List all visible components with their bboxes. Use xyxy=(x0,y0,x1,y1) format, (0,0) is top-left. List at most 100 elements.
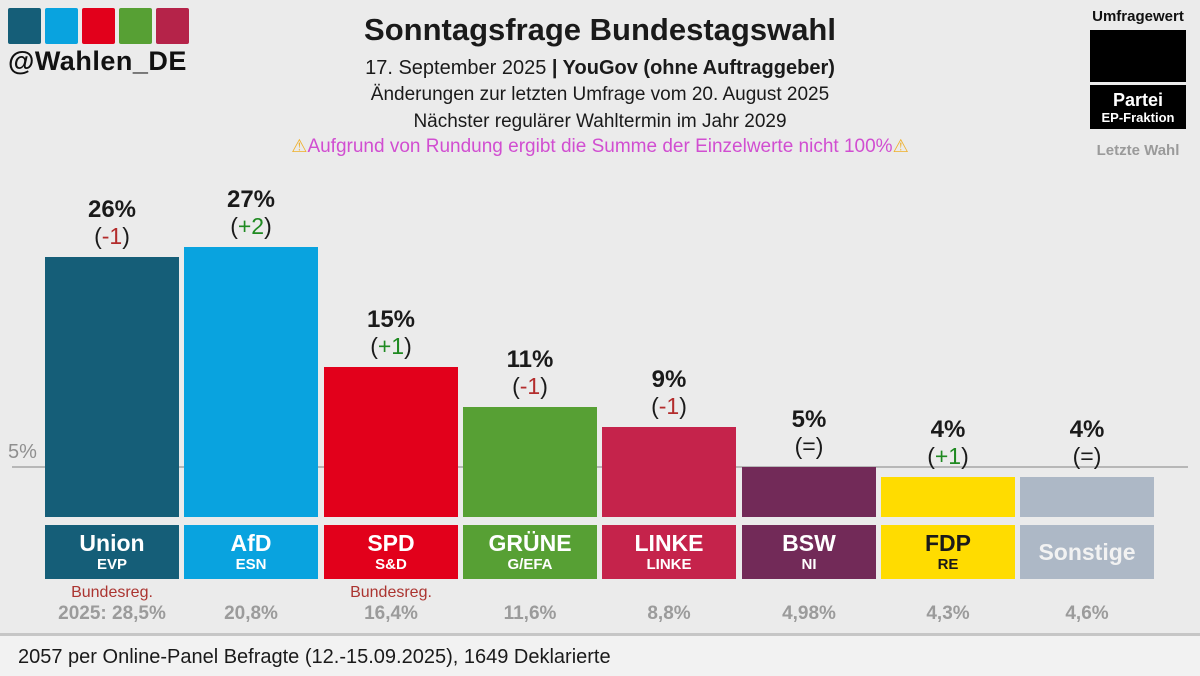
change-value: = xyxy=(1080,443,1094,469)
bar-fdp xyxy=(881,477,1015,517)
bar-percent-label: 9% xyxy=(651,366,687,393)
ep-fraction-name: ESN xyxy=(235,556,267,573)
bar-change-label: (+1) xyxy=(927,443,969,469)
subtitle-source: | YouGov (ohne Auftraggeber) xyxy=(551,57,835,79)
last-election-result: 8,8% xyxy=(647,603,691,624)
legend-party-label: Partei xyxy=(1112,89,1164,110)
party-label-box-sonstige: Sonstige xyxy=(1020,525,1154,579)
last-election-result: 16,4% xyxy=(364,603,418,624)
change-value: +2 xyxy=(237,213,265,239)
party-name: Union xyxy=(79,530,145,556)
logo-color-square xyxy=(119,8,152,44)
bar-value-labels-grüne: 11% (-1) xyxy=(440,346,620,400)
last-election-result: 2025: 28,5% xyxy=(58,603,166,624)
party-label-box-linke: LINKE LINKE xyxy=(602,525,736,579)
logo-color-square xyxy=(156,8,189,44)
ep-fraction-name: EVP xyxy=(96,556,127,573)
subtitle-date-source: 17. September 2025 | YouGov (ohne Auftra… xyxy=(180,57,1020,80)
bar-sonstige xyxy=(1020,477,1154,517)
party-name: GRÜNE xyxy=(488,530,572,556)
bar-change-label: (-1) xyxy=(512,373,548,399)
last-election-result: 20,8% xyxy=(224,603,278,624)
ep-fraction-name: G/EFA xyxy=(507,556,553,573)
bar-percent-label: 4% xyxy=(930,416,966,443)
warning-text: Aufgrund von Rundung ergibt die Summe de… xyxy=(307,136,893,157)
ep-fraction-name: RE xyxy=(937,556,959,573)
party-label-box-spd: SPD S&D xyxy=(324,525,458,579)
legend-umfragewert-label: Umfragewert xyxy=(1092,8,1184,25)
page-title: Sonntagsfrage Bundestagswahl xyxy=(364,12,836,47)
last-election-result: 4,6% xyxy=(1065,603,1109,624)
bar-afd xyxy=(184,247,318,517)
bar-value-labels-afd: 27% (+2) xyxy=(161,186,341,240)
party-label-box-fdp: FDP RE xyxy=(881,525,1015,579)
government-note: Bundesreg. xyxy=(71,584,153,601)
logo-color-square xyxy=(8,8,41,44)
logo-color-square xyxy=(45,8,78,44)
bar-union xyxy=(45,257,179,517)
party-label-box-afd: AfD ESN xyxy=(184,525,318,579)
bar-percent-label: 5% xyxy=(791,406,827,433)
bar-value-labels-union: 26% (-1) xyxy=(22,196,202,250)
bar-change-label: (=) xyxy=(794,433,824,459)
bar-grüne xyxy=(463,407,597,517)
bar-change-label: (=) xyxy=(1072,443,1102,469)
ep-fraction-name: S&D xyxy=(375,556,407,573)
government-note: Bundesreg. xyxy=(350,584,432,601)
sample-info-text: 2057 per Online-Panel Befragte (12.-15.0… xyxy=(18,646,611,668)
rounding-warning: ⚠Aufgrund von Rundung ergibt die Summe d… xyxy=(180,136,1020,158)
bar-percent-label: 4% xyxy=(1069,416,1105,443)
warning-icon: ⚠ xyxy=(291,136,308,156)
bar-change-label: (-1) xyxy=(651,393,687,419)
party-name: FDP xyxy=(925,530,971,556)
legend-party-box: Partei EP-Fraktion xyxy=(1090,85,1186,129)
legend-letzte-wahl-label: Letzte Wahl xyxy=(1096,142,1180,159)
bar-linke xyxy=(602,427,736,517)
bar-percent-label: 27% xyxy=(226,186,276,213)
change-value: = xyxy=(802,433,816,459)
party-label-box-bsw: BSW NI xyxy=(742,525,876,579)
last-election-result: 4,3% xyxy=(926,603,970,624)
logo-color-square xyxy=(82,8,115,44)
wahlen-de-logo xyxy=(8,8,189,44)
party-name: BSW xyxy=(782,530,836,556)
bar-bsw xyxy=(742,467,876,517)
twitter-handle: @Wahlen_DE xyxy=(8,46,187,76)
change-value: -1 xyxy=(519,373,541,399)
change-value: -1 xyxy=(101,223,123,249)
five-percent-gridline xyxy=(12,466,1188,468)
party-name: AfD xyxy=(230,530,272,556)
last-election-result: 11,6% xyxy=(503,603,557,624)
party-name: Sonstige xyxy=(1038,538,1136,565)
subtitle-date: 17. September 2025 xyxy=(365,57,552,79)
bar-value-labels-spd: 15% (+1) xyxy=(301,306,481,360)
change-value: -1 xyxy=(658,393,680,419)
party-label-box-union: Union EVP xyxy=(45,525,179,579)
bar-change-label: (+1) xyxy=(370,333,412,359)
bar-percent-label: 15% xyxy=(366,306,416,333)
change-value: +1 xyxy=(377,333,405,359)
legend: Umfragewert Partei EP-Fraktion Letzte Wa… xyxy=(1083,8,1193,159)
warning-icon: ⚠ xyxy=(892,136,909,156)
bar-value-labels-sonstige: 4% (=) xyxy=(997,416,1177,470)
bar-value-labels-bsw: 5% (=) xyxy=(719,406,899,460)
bar-spd xyxy=(324,367,458,517)
ep-fraction-name: NI xyxy=(801,556,817,573)
ep-fraction-name: LINKE xyxy=(646,556,692,573)
bar-change-label: (-1) xyxy=(94,223,130,249)
bar-percent-label: 11% xyxy=(506,346,554,373)
party-label-box-grüne: GRÜNE G/EFA xyxy=(463,525,597,579)
legend-fraction-label: EP-Fraktion xyxy=(1101,109,1175,125)
legend-bar-sample xyxy=(1090,30,1186,82)
footer-bar: 2057 per Online-Panel Befragte (12.-15.0… xyxy=(0,633,1200,676)
subtitle-next-election: Nächster regulärer Wahltermin im Jahr 20… xyxy=(413,111,787,132)
bar-percent-label: 26% xyxy=(87,196,137,223)
bar-change-label: (+2) xyxy=(230,213,272,239)
party-name: LINKE xyxy=(634,530,704,556)
change-value: +1 xyxy=(934,443,962,469)
party-name: SPD xyxy=(367,530,415,556)
five-percent-axis-label: 5% xyxy=(8,441,37,463)
bar-value-labels-fdp: 4% (+1) xyxy=(858,416,1038,470)
bar-value-labels-linke: 9% (-1) xyxy=(579,366,759,420)
